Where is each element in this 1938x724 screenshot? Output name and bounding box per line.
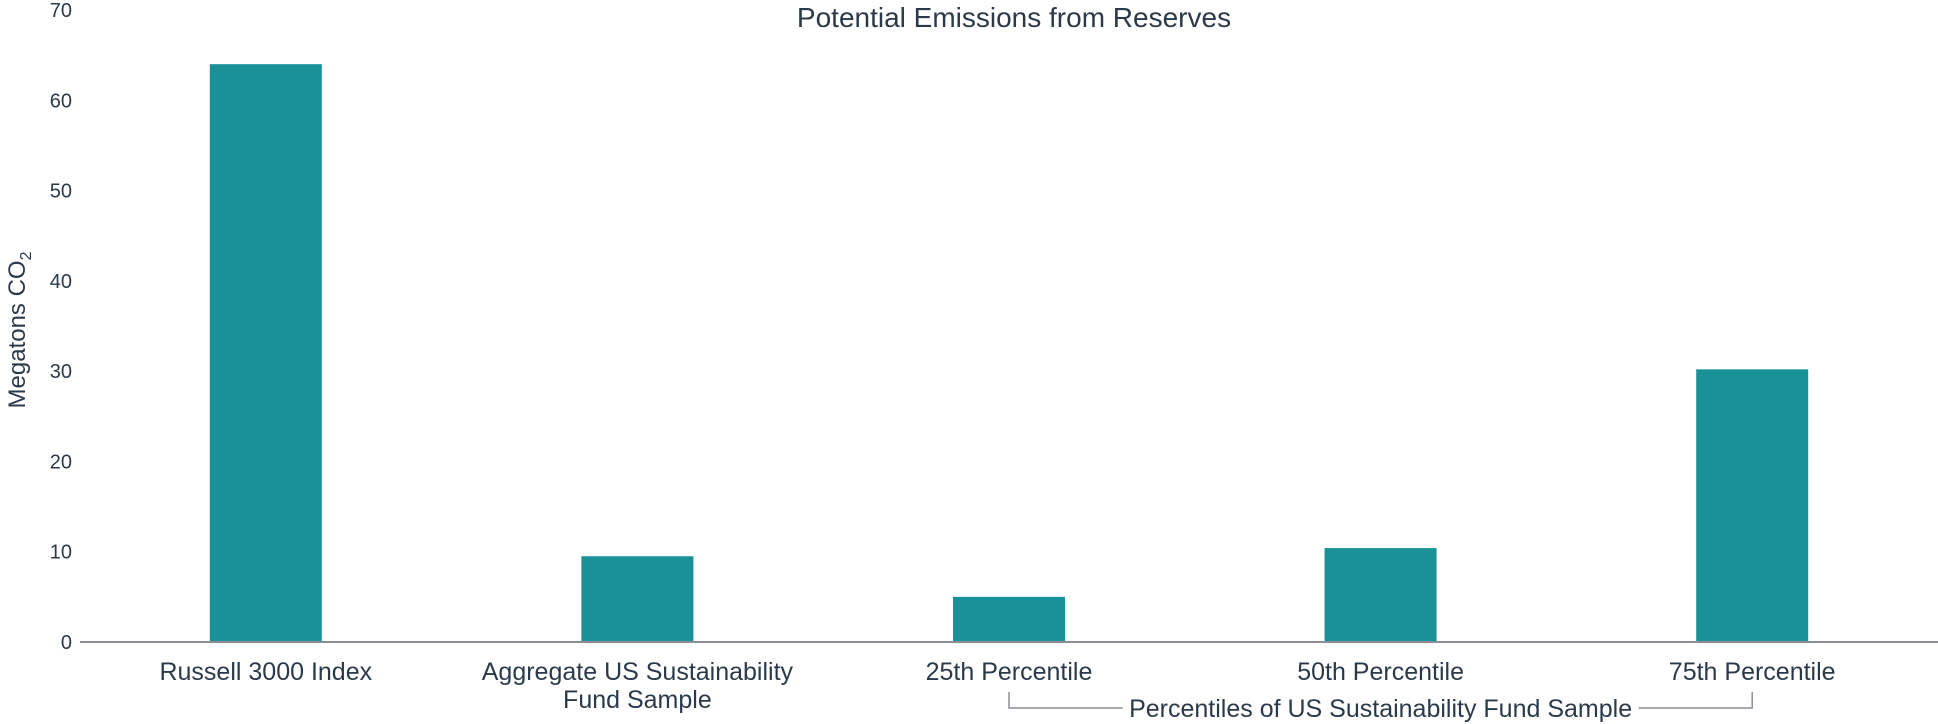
- percentile-group-label: Percentiles of US Sustainability Fund Sa…: [1129, 695, 1632, 723]
- y-tick-label: 70: [50, 0, 72, 22]
- y-tick-label: 60: [50, 90, 72, 112]
- x-category-label: 50th Percentile: [1297, 658, 1464, 686]
- x-category-label: Russell 3000 Index: [159, 658, 372, 686]
- percentile-group-bracket: Percentiles of US Sustainability Fund Sa…: [1008, 692, 1753, 723]
- y-tick-label: 30: [50, 361, 72, 383]
- y-axis-label-subscript: 2: [18, 251, 35, 260]
- x-category-label: Aggregate US Sustainability Fund Sample: [482, 658, 794, 714]
- y-tick-label: 0: [61, 632, 72, 654]
- bar: [209, 64, 322, 642]
- x-axis-labels: Russell 3000 Index Aggregate US Sustainab…: [159, 658, 1835, 714]
- bracket-right-line: [1638, 692, 1753, 709]
- bar: [1696, 369, 1809, 642]
- x-category-label: 25th Percentile: [926, 658, 1093, 686]
- bars: [209, 64, 1809, 642]
- x-category-label-line: 25th Percentile: [926, 658, 1093, 686]
- x-category-label-line: 75th Percentile: [1669, 658, 1836, 686]
- y-axis-label: Megatons CO2: [4, 251, 35, 408]
- x-category-label: 75th Percentile: [1669, 658, 1836, 686]
- y-tick-label: 50: [50, 181, 72, 203]
- y-axis-ticks: 0 10 20 30 40 50 60 70: [50, 0, 72, 654]
- x-category-label-line: 50th Percentile: [1297, 658, 1464, 686]
- y-axis-label-text: Megatons CO: [4, 260, 31, 408]
- bar: [581, 556, 694, 642]
- chart-title: Potential Emissions from Reserves: [797, 2, 1231, 33]
- y-tick-label: 20: [50, 451, 72, 473]
- x-category-label-line: Fund Sample: [563, 686, 712, 714]
- bracket-left-line: [1008, 692, 1123, 709]
- bar: [953, 596, 1065, 642]
- bar: [1324, 548, 1437, 642]
- x-category-label-line: Aggregate US Sustainability: [482, 658, 794, 686]
- x-category-label-line: Russell 3000 Index: [159, 658, 372, 686]
- y-tick-label: 40: [50, 271, 72, 293]
- y-tick-label: 10: [50, 542, 72, 564]
